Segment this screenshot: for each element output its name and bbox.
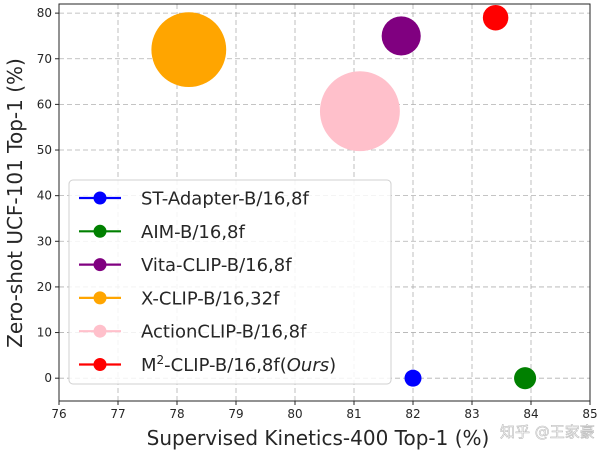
y-tick-label: 30 <box>37 234 52 248</box>
y-axis-title: Zero-shot UCF-101 Top-1 (%) <box>3 58 27 348</box>
y-tick-label: 0 <box>44 371 52 385</box>
x-tick-label: 79 <box>228 407 243 421</box>
y-tick-label: 50 <box>37 143 52 157</box>
legend-marker <box>93 191 107 205</box>
x-tick-label: 82 <box>405 407 420 421</box>
y-tick-label: 10 <box>37 326 52 340</box>
x-tick-label: 84 <box>523 407 538 421</box>
x-ticks: 76 77 78 79 80 81 82 83 84 85 <box>51 401 598 421</box>
y-ticks: 0 10 20 30 40 50 60 70 80 <box>37 6 59 385</box>
x-tick-label: 76 <box>51 407 66 421</box>
data-point <box>151 12 227 88</box>
legend-label: ST-Adapter-B/16,8f <box>141 189 309 210</box>
legend-entry: AIM-B/16,8f <box>79 222 245 243</box>
x-tick-label: 81 <box>346 407 361 421</box>
y-tick-label: 20 <box>37 280 52 294</box>
legend-label: Vita-CLIP-B/16,8f <box>141 255 292 276</box>
x-tick-label: 77 <box>110 407 125 421</box>
y-tick-label: 70 <box>37 52 52 66</box>
y-tick-label: 60 <box>37 97 52 111</box>
data-point <box>514 367 537 390</box>
legend-entry: ST-Adapter-B/16,8f <box>79 189 309 210</box>
legend-marker <box>93 291 107 305</box>
legend-marker <box>93 324 107 338</box>
x-axis-title: Supervised Kinetics-400 Top-1 (%) <box>147 426 490 450</box>
data-points <box>151 4 537 390</box>
legend-entry: Vita-CLIP-B/16,8f <box>79 255 292 276</box>
legend-label: ActionCLIP-B/16,8f <box>141 322 307 343</box>
legend-marker <box>93 258 107 272</box>
x-tick-label: 78 <box>169 407 184 421</box>
x-tick-label: 80 <box>287 407 302 421</box>
data-point <box>319 71 400 152</box>
data-point <box>404 369 422 387</box>
legend-label: X-CLIP-B/16,32f <box>141 288 280 309</box>
legend-label: M2-CLIP-B/16,8f(Ours) <box>141 353 336 376</box>
legend-marker <box>93 224 107 238</box>
legend-entry: M2-CLIP-B/16,8f(Ours) <box>79 353 336 376</box>
plot-frame <box>58 3 591 402</box>
x-tick-label: 83 <box>464 407 479 421</box>
legend-box <box>68 179 392 385</box>
legend-entry: X-CLIP-B/16,32f <box>79 288 280 309</box>
data-point <box>381 16 421 56</box>
watermark: 知乎 @王家豪 <box>500 423 595 441</box>
y-tick-label: 40 <box>37 189 52 203</box>
y-tick-label: 80 <box>37 6 52 20</box>
data-point <box>482 4 509 31</box>
x-tick-label: 85 <box>582 407 597 421</box>
legend-label: AIM-B/16,8f <box>141 222 245 243</box>
legend-marker <box>93 358 107 371</box>
legend: ST-Adapter-B/16,8f AIM-B/16,8f Vita-CLIP-B… <box>68 179 392 385</box>
legend-entry: ActionCLIP-B/16,8f <box>79 322 307 343</box>
